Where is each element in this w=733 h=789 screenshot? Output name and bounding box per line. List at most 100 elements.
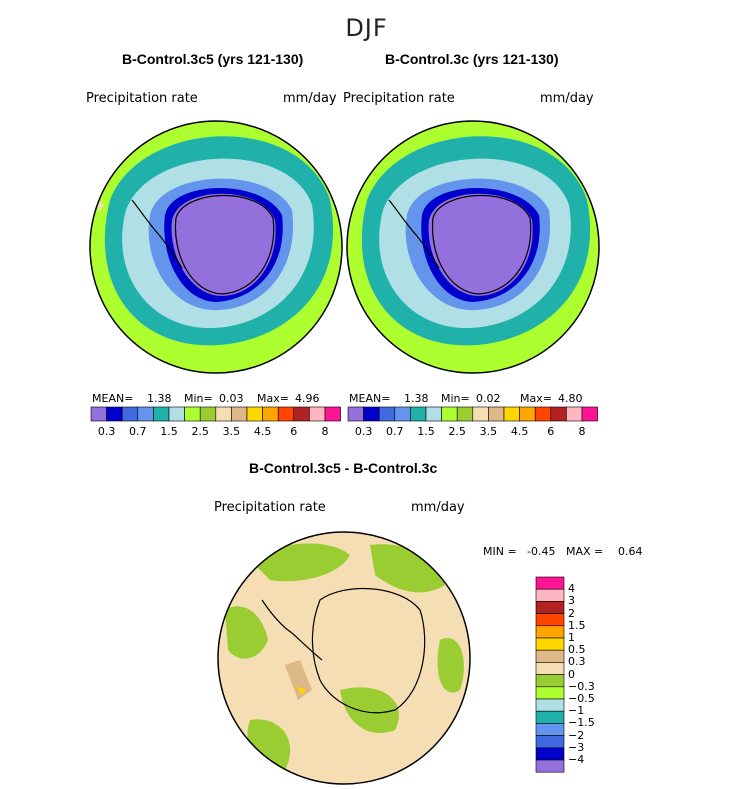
panel3-colorbar-cell <box>535 637 565 651</box>
panel2-outline <box>346 120 600 374</box>
panel3-green-patch-2 <box>370 544 445 593</box>
panel1-coast <box>174 194 275 295</box>
panel3-colorbar <box>535 576 565 773</box>
panel3-coast <box>311 587 426 714</box>
panel1-colorbar-tick: 8 <box>321 425 329 438</box>
panel3-colorbar-cell <box>535 686 565 700</box>
panel1-colorbar-cell <box>121 406 139 422</box>
panel2-map <box>347 121 599 373</box>
panel2-max-label: Max= <box>520 392 552 405</box>
season-title: DJF <box>345 14 388 42</box>
panel2-colorbar <box>347 406 598 422</box>
panel3-max-value: 0.64 <box>618 545 643 558</box>
panel3-min-label: MIN = <box>483 545 517 558</box>
panel2-colorbar-cell <box>534 406 552 422</box>
panel3-colorbar-cell <box>535 601 565 614</box>
panel2-colorbar-cell <box>519 406 536 422</box>
panel3-colorbar-cell <box>535 759 565 773</box>
panel3-colorbar-cell <box>535 662 565 675</box>
panel1-colorbar-cell <box>324 406 341 422</box>
panel3-colorbar-tick: −2 <box>568 728 585 742</box>
panel1-mean-value: 1.38 <box>147 392 172 405</box>
panel1-title: B-Control.3c5 (yrs 121-130) <box>122 51 304 67</box>
panel3-green-patch-3 <box>225 606 268 659</box>
panel3-colorbar-cell <box>535 723 565 736</box>
panel1-colorbar-tick: 2.5 <box>191 425 209 438</box>
panel3-min-value: -0.45 <box>527 545 556 558</box>
panel1-colorbar-cell <box>153 406 170 422</box>
panel3-title: B-Control.3c5 - B-Control.3c <box>249 460 438 476</box>
panel3-colorbar-tick: 1.5 <box>568 618 586 632</box>
panel1-units: mm/day <box>283 91 337 106</box>
panel1-colorbar-tick: 0.3 <box>97 425 116 438</box>
panel3-colorbar-tick: −3 <box>568 740 585 754</box>
panel2-variable: Precipitation rate <box>343 91 455 106</box>
panel3-colorbar-tick: 4 <box>568 582 575 596</box>
panel1-colorbar-tick: 3.5 <box>222 425 241 438</box>
panel3-colorbar-cell <box>535 588 565 602</box>
panel1-min-label: Min= <box>184 392 213 405</box>
panel2-colorbar-cell <box>347 406 364 422</box>
panel1-mean-label: MEAN= <box>92 392 134 405</box>
panel2-min-value: 0.02 <box>476 392 501 405</box>
panel1-colorbar-cell <box>106 406 123 422</box>
panel3-colorbar-cell <box>535 613 565 627</box>
panel1-max-label: Max= <box>257 392 289 405</box>
panel3-colorbar-cell <box>535 698 565 712</box>
panel2-colorbar-tick: 1.5 <box>417 425 435 438</box>
panel2-min-label: Min= <box>441 392 470 405</box>
panel1-peninsula <box>131 199 183 269</box>
panel1-colorbar-tick: 4.5 <box>253 425 272 438</box>
panel3-colorbar-tick: 1 <box>568 631 575 644</box>
panel2-colorbar-cell <box>581 406 598 422</box>
panel3-map <box>218 532 470 784</box>
panel1-colorbar-tick: 0.7 <box>129 425 147 438</box>
panel3-variable: Precipitation rate <box>214 500 326 515</box>
panel1-colorbar-cell <box>309 406 326 422</box>
panel3-colorbar-tick: 0.5 <box>568 643 586 657</box>
panel3-max-label: MAX = <box>566 545 604 558</box>
panel2-colorbar-cell <box>550 406 567 422</box>
panel1-colorbar <box>90 406 341 422</box>
panel3-colorbar-cell <box>535 747 565 761</box>
panel2-colorbar-tick: 6 <box>547 425 555 438</box>
panel2-colorbar-tick: 8 <box>578 425 586 438</box>
panel2-colorbar-cell <box>456 406 474 422</box>
panel3-yellow-patch <box>296 686 306 695</box>
panel1-colorbar-tick: 6 <box>290 425 298 438</box>
panel2-colorbar-tick: 0.7 <box>386 425 404 438</box>
panel1-colorbar-cell <box>246 406 263 422</box>
panel2-colorbar-cell <box>394 406 411 422</box>
panel2-colorbar-tick: 3.5 <box>479 425 498 438</box>
panel3-colorbar-cell <box>535 710 565 724</box>
panel2-colorbar-cell <box>472 406 489 422</box>
panel3-colorbar-tick: −0.5 <box>568 692 595 705</box>
panel1-colorbar-cell <box>293 406 310 422</box>
panel3-colorbar-tick: 0.3 <box>568 655 586 669</box>
panel3-colorbar-cell <box>535 674 565 688</box>
panel3-colorbar-cell <box>535 735 565 749</box>
panel2-colorbar-tick: 2.5 <box>448 425 466 438</box>
panel2-colorbar-cell <box>488 406 505 422</box>
panel2-title: B-Control.3c (yrs 121-130) <box>385 51 559 67</box>
panel2-colorbar-cell <box>378 406 396 422</box>
panel1-variable: Precipitation rate <box>86 91 198 106</box>
panel1-min-value: 0.03 <box>219 392 244 405</box>
panel2-coast <box>431 194 532 295</box>
panel2-band-core <box>428 193 533 296</box>
panel2-peninsula <box>388 199 440 269</box>
panel3-colorbar-tick: 3 <box>568 594 575 608</box>
panel2-max-value: 4.80 <box>558 392 583 405</box>
panel2-colorbar-tick: 0.3 <box>354 425 373 438</box>
panel2-units: mm/day <box>540 91 594 106</box>
panel2-colorbar-cell <box>503 406 520 422</box>
panel1-colorbar-tick: 1.5 <box>160 425 178 438</box>
panel1-colorbar-cell <box>215 406 232 422</box>
panel3-green-patch-5 <box>340 687 399 734</box>
panel1-colorbar-cell <box>137 406 154 422</box>
panel1-colorbar-cell <box>231 406 248 422</box>
panel2-mean-label: MEAN= <box>349 392 391 405</box>
panel3-green-patch-4 <box>437 638 464 693</box>
panel2-colorbar-cell <box>410 406 427 422</box>
panel1-colorbar-cell <box>90 406 107 422</box>
